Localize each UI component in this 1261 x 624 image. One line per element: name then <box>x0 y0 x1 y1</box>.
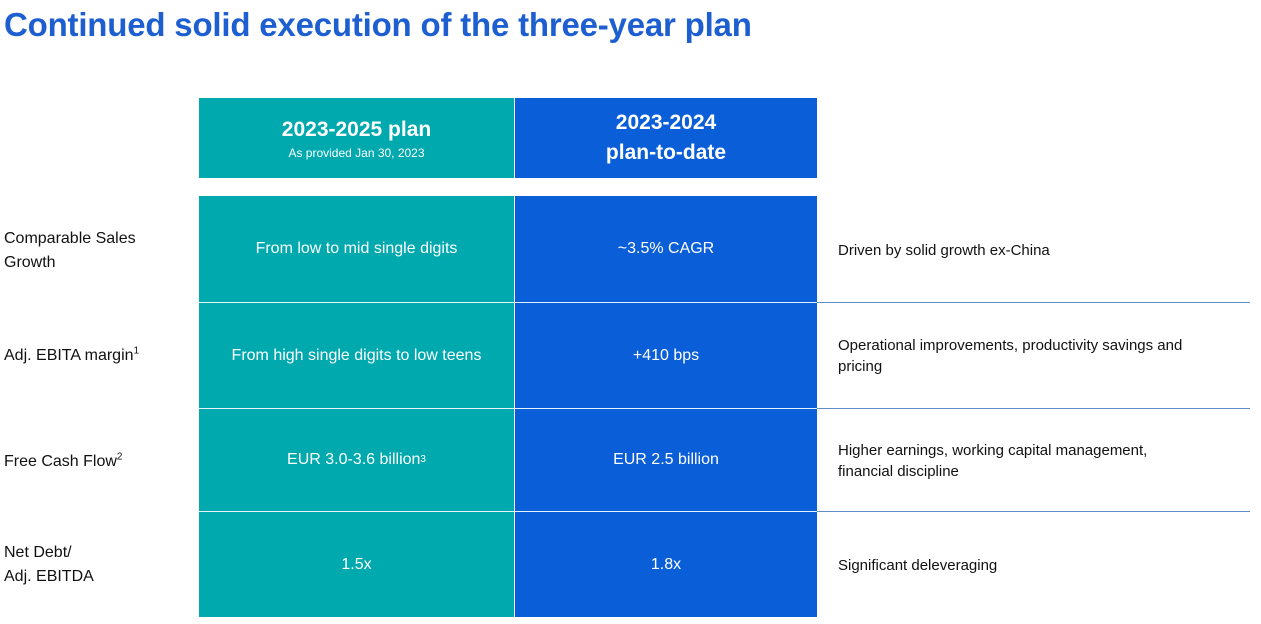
plan-column-body <box>199 196 514 617</box>
plan-cell-free-cash-flow: EUR 3.0-3.6 billion 3 <box>287 451 426 468</box>
page-title: Continued solid execution of the three-y… <box>4 6 752 43</box>
row-divider <box>199 302 1250 303</box>
todate-header-line1: 2023-2024 <box>615 111 717 134</box>
row-label-net-debt-adj-ebitda: Net Debt/ Adj. EBITDA <box>4 544 94 585</box>
row-divider <box>199 511 1250 512</box>
todate-cell-comparable-sales: ~3.5% CAGR <box>617 240 715 257</box>
row-divider <box>199 408 1250 409</box>
note-free-cash-flow: Higher earnings, working capital managem… <box>838 442 1148 480</box>
todate-cell-adj-ebita-margin: +410 bps <box>632 346 700 364</box>
row-label-free-cash-flow: Free Cash Flow2 <box>4 451 123 470</box>
plan-column-header: 2023-2025 plan As provided Jan 30, 2023 <box>199 98 514 178</box>
plan-header-subtitle: As provided Jan 30, 2023 <box>288 146 425 160</box>
row-label-comparable-sales-growth: Comparable Sales Growth <box>4 230 136 271</box>
plan-cell-comparable-sales: From low to mid single digits <box>255 240 458 257</box>
plan-cell-net-debt: 1.5x <box>341 555 372 573</box>
todate-column-body <box>515 196 817 617</box>
todate-column-header: 2023-2024 plan-to-date <box>515 98 817 178</box>
todate-header-line2: plan-to-date <box>605 141 727 164</box>
plan-cell-adj-ebita-margin: From high single digits to low teens <box>231 346 482 364</box>
plan-header-title: 2023-2025 plan <box>281 118 432 141</box>
todate-cell-net-debt: 1.8x <box>650 555 682 573</box>
todate-cell-free-cash-flow: EUR 2.5 billion <box>613 451 719 468</box>
footnote-marker: 2 <box>116 451 123 463</box>
note-comparable-sales: Driven by solid growth ex-China <box>838 242 1050 259</box>
note-net-debt: Significant deleveraging <box>838 557 998 574</box>
note-adj-ebita-margin: Operational improvements, productivity s… <box>838 337 1183 375</box>
row-label-adj-ebita-margin: Adj. EBITA margin1 <box>4 345 140 364</box>
footnote-marker: 1 <box>133 345 140 357</box>
